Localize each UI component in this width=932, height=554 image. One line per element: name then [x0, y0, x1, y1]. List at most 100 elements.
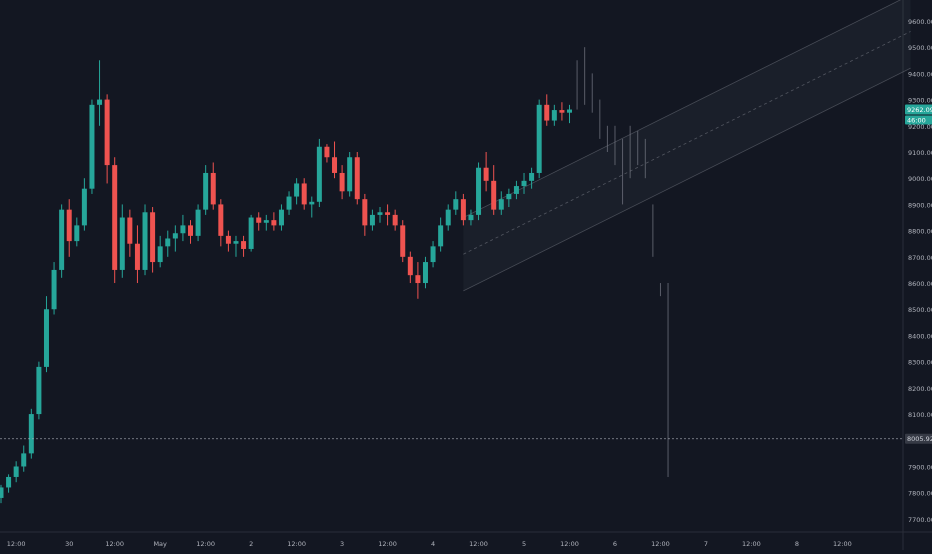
candle-body [286, 196, 292, 210]
candle-body [74, 225, 80, 242]
x-tick-label: 7 [704, 540, 708, 548]
y-tick-label: 8300.00 [908, 359, 932, 367]
candle-body [491, 180, 497, 210]
x-tick-label: 12:00 [742, 540, 761, 548]
x-tick-label: 12:00 [651, 540, 670, 548]
candle-body [172, 233, 178, 239]
candle-body [43, 309, 49, 367]
candle-body [476, 167, 482, 215]
candle-body [36, 366, 42, 415]
candle-body [301, 183, 307, 205]
candle-body [256, 217, 262, 223]
y-tick-label: 8600.00 [908, 280, 932, 288]
x-tick-label: 12:00 [378, 540, 397, 548]
candle-body [157, 246, 163, 263]
candle-body [21, 453, 27, 467]
candle-body [309, 201, 315, 205]
candle-body [316, 146, 322, 202]
y-tick-label: 8200.00 [908, 385, 932, 393]
candle-body [225, 235, 231, 244]
y-tick-label: 9500.00 [908, 44, 932, 52]
candle-body [559, 110, 565, 113]
candle-body [13, 466, 19, 477]
x-tick-label: May [153, 540, 167, 548]
candles [0, 60, 572, 504]
candle-body [180, 225, 186, 234]
channel-lower-line [463, 67, 911, 292]
candle-body [385, 212, 391, 215]
candle-body [6, 476, 12, 488]
y-tick-label: 8700.00 [908, 254, 932, 262]
price-axis[interactable]: 9600.00 9500.00 9400.00 9300.00 9200.00 9100.… [908, 18, 932, 524]
candle-body [354, 157, 360, 200]
candle-body [460, 199, 466, 221]
candle-body [536, 104, 542, 173]
price-badges: 9262.09 46:00 8005.92 [905, 104, 932, 444]
y-tick-label: 9600.00 [908, 18, 932, 26]
candle-body [112, 165, 118, 270]
candle-body [119, 217, 125, 270]
parallel-channel[interactable] [463, 0, 911, 292]
candle-body [430, 246, 436, 263]
candle-body [422, 262, 428, 284]
candle-body [544, 104, 550, 121]
y-tick-label: 8900.00 [908, 201, 932, 209]
candle-body [271, 220, 277, 226]
y-tick-label: 7700.00 [908, 516, 932, 524]
candle-body [165, 238, 171, 247]
candle-body [278, 209, 284, 226]
y-tick-label: 8800.00 [908, 228, 932, 236]
candle-body [203, 172, 209, 210]
x-tick-label: 8 [795, 540, 799, 548]
current-price-label: 9262.09 [907, 106, 932, 114]
candle-body [195, 209, 201, 236]
candle-body [218, 204, 224, 236]
candle-body [150, 212, 156, 263]
y-tick-label: 7900.00 [908, 463, 932, 471]
candle-body [188, 225, 193, 236]
candle-body [392, 214, 398, 226]
y-tick-label: 9200.00 [908, 123, 932, 131]
candle-body [28, 414, 34, 454]
countdown-badge [905, 115, 932, 125]
candle-body [294, 183, 300, 197]
y-tick-label: 9300.00 [908, 97, 932, 105]
candle-body [241, 241, 247, 249]
candle-body [324, 146, 330, 158]
candle-body [438, 225, 444, 247]
y-tick-label: 8400.00 [908, 332, 932, 340]
candle-body [483, 167, 489, 181]
channel-median-line [463, 31, 911, 255]
y-tick-label: 8500.00 [908, 306, 932, 314]
candle-body [248, 217, 254, 249]
candle-body [453, 199, 459, 210]
candle-body [415, 275, 421, 284]
x-tick-label: 12:00 [7, 540, 26, 548]
ghost-candles [576, 47, 669, 477]
candle-body [529, 172, 535, 181]
time-axis[interactable]: 12:00 30 12:00 May 12:00 2 12:00 3 12:00 4 12:00 5 1… [7, 540, 852, 548]
candle-body [521, 180, 527, 187]
y-tick-label: 9400.00 [908, 70, 932, 78]
x-tick-label: 6 [613, 540, 617, 548]
candle-body [81, 188, 87, 226]
channel-fill [463, 0, 911, 291]
candle-body [59, 209, 65, 270]
y-tick-label: 7800.00 [908, 490, 932, 498]
channel-upper-line [463, 0, 901, 218]
x-tick-label: 5 [522, 540, 526, 548]
candle-body [400, 225, 406, 257]
candle-body [89, 104, 95, 189]
candle-body [551, 110, 557, 121]
candle-body [362, 199, 368, 226]
x-tick-label: 3 [340, 540, 344, 548]
candle-body [513, 186, 519, 194]
candle-body [369, 214, 375, 226]
candle-body [567, 109, 572, 113]
candle-body [445, 209, 451, 226]
x-tick-label: 12:00 [833, 540, 852, 548]
candle-body [51, 269, 57, 310]
